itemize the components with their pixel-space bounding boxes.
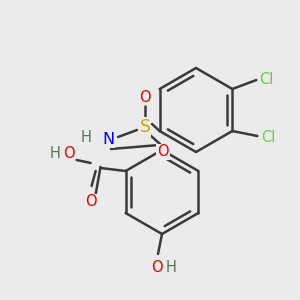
- Text: H: H: [81, 130, 92, 146]
- Text: N: N: [102, 133, 114, 148]
- Text: O: O: [139, 89, 151, 104]
- Text: O: O: [151, 260, 163, 274]
- Text: H: H: [166, 260, 176, 274]
- Text: O: O: [85, 194, 96, 209]
- Text: Cl: Cl: [259, 71, 274, 86]
- Text: Cl: Cl: [261, 130, 276, 145]
- Text: O: O: [157, 145, 169, 160]
- Text: O: O: [63, 146, 74, 161]
- Text: H: H: [49, 146, 60, 161]
- Text: S: S: [140, 118, 151, 136]
